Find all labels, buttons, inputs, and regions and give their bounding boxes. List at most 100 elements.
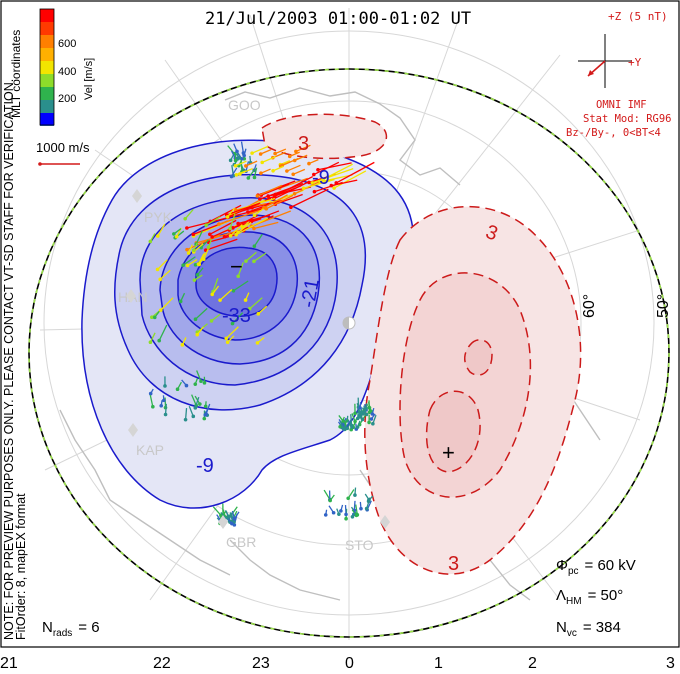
- vector-origin: [185, 226, 189, 230]
- vector-origin: [233, 164, 238, 168]
- vector-origin: [250, 151, 254, 155]
- imf-model: Stat Mod: RG96: [583, 113, 672, 125]
- vector-origin: [259, 171, 263, 175]
- vector-origin: [184, 383, 189, 388]
- velocity-vector: [295, 144, 311, 153]
- contour-label-neg-33: -33: [222, 305, 251, 327]
- vector-origin: [307, 161, 311, 166]
- vector-origin: [323, 513, 328, 517]
- hm-boundary-dash: [28, 68, 670, 638]
- vector-origin: [242, 156, 247, 161]
- vector-origin: [289, 205, 293, 210]
- vector-origin: [273, 192, 278, 197]
- vector-origin: [198, 402, 202, 406]
- vector-origin: [243, 298, 248, 302]
- vector-origin: [230, 521, 234, 526]
- vector-origin: [155, 234, 160, 238]
- velocity-vector: [157, 259, 168, 270]
- velocity-vector: [211, 313, 221, 322]
- vector-origin: [163, 412, 168, 417]
- velocity-vector: [219, 289, 233, 301]
- velocity-vector: [212, 506, 222, 516]
- vector-scale: 1000 m/s: [36, 140, 90, 166]
- velocity-vector: [235, 160, 247, 167]
- colorbar-tick-200: 200: [58, 93, 76, 105]
- vector-origin: [294, 149, 298, 154]
- velocity-vector: [187, 258, 198, 267]
- vector-origin: [217, 222, 221, 226]
- vector-origin: [195, 273, 200, 277]
- vector-origin: [334, 181, 339, 185]
- vector-origin: [193, 382, 198, 386]
- velocity-vector: [322, 163, 353, 180]
- velocity-vector: [230, 224, 243, 237]
- vector-origin: [350, 515, 355, 519]
- vector-origin: [157, 338, 161, 343]
- vector-origin: [344, 512, 348, 517]
- vector-origin: [252, 175, 257, 180]
- velocity-vector: [263, 194, 288, 209]
- vector-origin: [230, 321, 235, 326]
- vector-origin: [191, 414, 196, 419]
- velocity-vector: [237, 214, 271, 225]
- vector-origin: [353, 411, 357, 416]
- vector-origin: [339, 509, 343, 513]
- vector-origin: [151, 404, 155, 409]
- velocity-vector: [286, 164, 301, 172]
- vector-origin: [332, 186, 336, 190]
- velocity-vector: [218, 209, 261, 225]
- vector-origin: [359, 506, 363, 511]
- velocity-vector: [318, 174, 353, 183]
- vector-origin: [193, 317, 198, 322]
- velocity-vector: [260, 149, 272, 155]
- station-goo: GOO: [228, 97, 261, 113]
- vector-origin: [358, 406, 362, 410]
- vector-origin: [148, 239, 153, 244]
- vector-origin: [210, 292, 215, 297]
- contour-label-pos-3-bottom: 3: [448, 553, 459, 575]
- vector-origin: [273, 151, 277, 156]
- vector-origin: [256, 312, 261, 316]
- vector-origin: [291, 172, 296, 177]
- vector-origin: [345, 426, 350, 431]
- lat-label-50: 50°: [655, 294, 672, 318]
- vector-origin: [206, 245, 211, 250]
- vector-origin: [218, 298, 222, 302]
- vector-origin: [232, 516, 237, 521]
- colorbar-tick-600: 600: [58, 38, 76, 50]
- velocity-vector: [149, 394, 154, 407]
- vector-origin: [244, 164, 248, 168]
- colorbar-label: Vel [m/s]: [83, 58, 95, 100]
- velocity-vector: [205, 238, 238, 251]
- station-gbr: GBR: [226, 534, 256, 550]
- velocity-vector: [237, 221, 252, 233]
- vector-origin: [158, 308, 163, 312]
- potential-min-marker: −: [230, 254, 243, 279]
- fit-order-note: FitOrder: 8, mapEX format: [14, 493, 28, 640]
- velocity-vector: [184, 407, 188, 420]
- velocity-vector: [245, 251, 257, 262]
- velocity-vector: [209, 204, 242, 222]
- contour-label-neg-9-top: -9: [312, 167, 330, 189]
- vector-origin: [185, 263, 190, 268]
- mlt-label-2: 2: [528, 655, 537, 672]
- vector-origin: [358, 415, 363, 419]
- vector-origin: [369, 417, 374, 421]
- vector-origin: [355, 416, 360, 421]
- coordinates-label: MLT coordinates: [9, 30, 23, 118]
- velocity-vector: [317, 162, 352, 171]
- velocity-vectors: [148, 141, 377, 527]
- velocity-vector: [253, 233, 263, 247]
- velocity-vector: [261, 156, 276, 163]
- contour-label-neg-21: -21: [297, 277, 324, 309]
- velocity-vector: [245, 160, 258, 167]
- vector-origin: [292, 158, 297, 163]
- vector-origin: [204, 223, 208, 227]
- velocity-vector: [257, 184, 283, 197]
- station-sto: STO: [345, 537, 374, 553]
- velocity-vector: [323, 489, 331, 500]
- vector-origin: [371, 421, 375, 426]
- vector-origin: [370, 412, 375, 416]
- velocity-vector: [294, 154, 308, 162]
- velocity-vector: [225, 326, 239, 339]
